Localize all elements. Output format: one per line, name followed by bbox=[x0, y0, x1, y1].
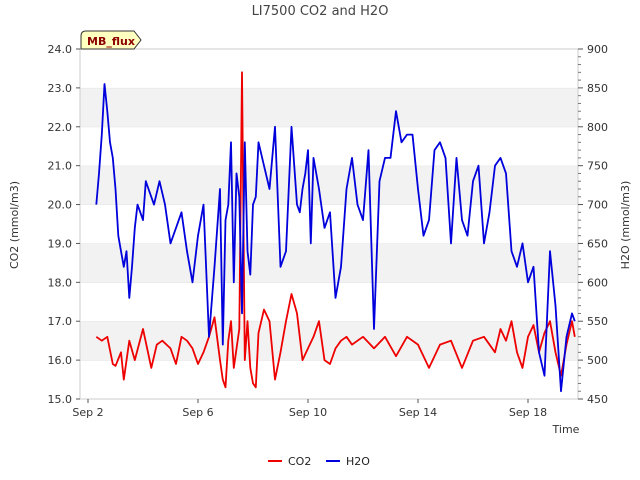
y-right-tick-label: 800 bbox=[587, 121, 608, 134]
x-tick-label: Sep 2 bbox=[72, 406, 103, 419]
y-right-tick-label: 700 bbox=[587, 199, 608, 212]
y-left-tick-label: 16.0 bbox=[48, 354, 73, 367]
x-axis-label: Time bbox=[552, 423, 580, 436]
grid-bands bbox=[80, 48, 578, 399]
y-right-tick-label: 650 bbox=[587, 237, 608, 250]
x-tick-label: Sep 10 bbox=[289, 406, 327, 419]
grid-band bbox=[80, 49, 578, 88]
grid-band bbox=[80, 282, 578, 322]
chart-title: LI7500 CO2 and H2O bbox=[252, 4, 389, 19]
y-right-tick-label: 600 bbox=[587, 276, 608, 289]
grid-band bbox=[80, 360, 578, 399]
y-left-tick-label: 17.0 bbox=[48, 315, 73, 328]
y-right-tick-label: 850 bbox=[587, 82, 608, 95]
legend-h2o-label: H2O bbox=[346, 455, 370, 468]
grid-band bbox=[80, 126, 578, 166]
y-left-tick-label: 24.0 bbox=[48, 43, 73, 56]
x-tick-label: Sep 18 bbox=[509, 406, 547, 419]
grid-band bbox=[80, 87, 578, 127]
y-left-tick-label: 18.0 bbox=[48, 276, 73, 289]
y-axis-left-label: CO2 (mmol/m3) bbox=[8, 181, 21, 269]
mb-flux-badge: MB_flux bbox=[80, 30, 142, 50]
y-axis-right-label: H2O (mmol/m3) bbox=[619, 181, 632, 270]
series-layer bbox=[95, 71, 576, 393]
badge-label: MB_flux bbox=[87, 35, 135, 48]
badge-shape bbox=[80, 30, 142, 50]
y-right-tick-label: 500 bbox=[587, 354, 608, 367]
x-tick-label: Sep 6 bbox=[182, 406, 213, 419]
y-left-tick-label: 19.0 bbox=[48, 237, 73, 250]
x-axis: Sep 2 Sep 6 Sep 10 Sep 14 Sep 18 bbox=[72, 399, 547, 419]
y-left-tick-label: 22.0 bbox=[48, 121, 73, 134]
legend-co2-label: CO2 bbox=[288, 455, 311, 468]
y-right-tick-label: 900 bbox=[587, 43, 608, 56]
y-left-tick-label: 21.0 bbox=[48, 160, 73, 173]
series-line-co2 bbox=[95, 71, 576, 389]
y-axis-left: 15.0 16.0 17.0 18.0 19.0 20.0 21.0 22.0 23.0 24.0 bbox=[48, 43, 80, 406]
x-tick-label: Sep 14 bbox=[399, 406, 437, 419]
y-right-tick-label: 550 bbox=[587, 315, 608, 328]
y-right-tick-label: 450 bbox=[587, 393, 608, 406]
y-left-tick-label: 15.0 bbox=[48, 393, 73, 406]
plot-frame bbox=[79, 48, 579, 400]
grid-band bbox=[80, 243, 578, 283]
y-left-tick-label: 20.0 bbox=[48, 199, 73, 212]
y-axis-right: 450 500 550 600 650 700 750 800 850 900 bbox=[578, 43, 608, 406]
y-right-tick-label: 750 bbox=[587, 160, 608, 173]
y-left-tick-label: 23.0 bbox=[48, 82, 73, 95]
series-line-h2o bbox=[95, 83, 576, 393]
grid-band bbox=[80, 204, 578, 244]
legend: CO2 H2O bbox=[268, 455, 370, 468]
